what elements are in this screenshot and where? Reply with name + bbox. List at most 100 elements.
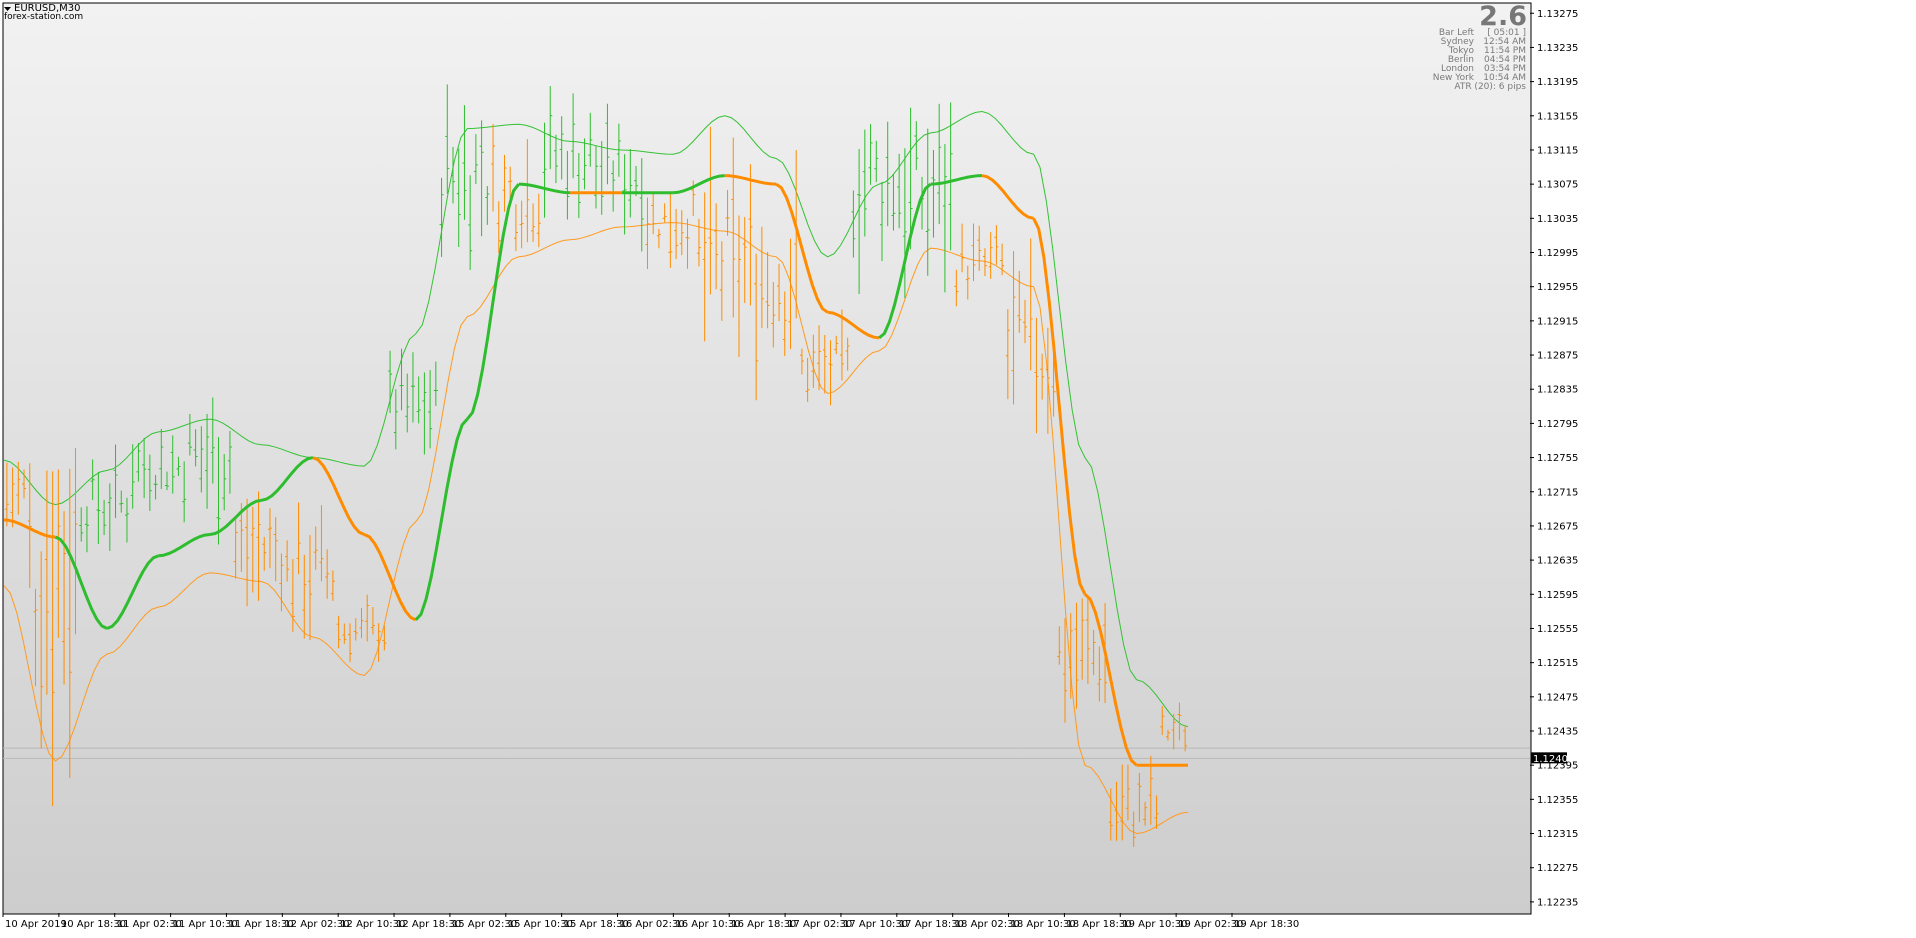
time-tick-label: 16 Apr 10:30 <box>675 919 740 930</box>
session-time-new-york: 10:54 AM <box>1483 73 1526 83</box>
price-tick-label: 1.12875 <box>1537 351 1578 362</box>
price-tick-label: 1.12395 <box>1537 761 1578 772</box>
price-tick-label: 1.12435 <box>1537 727 1578 738</box>
price-tick-label: 1.13235 <box>1537 43 1578 54</box>
bar-left-label: Bar Left <box>1439 28 1475 38</box>
price-tick-label: 1.12355 <box>1537 795 1578 806</box>
price-tick-label: 1.12755 <box>1537 453 1578 464</box>
session-time-sydney: 12:54 AM <box>1483 37 1526 47</box>
price-tick-label: 1.12555 <box>1537 624 1578 635</box>
price-tick-label: 1.13115 <box>1537 145 1578 156</box>
time-tick-label: 12 Apr 18:30 <box>396 919 461 930</box>
price-tick-label: 1.12635 <box>1537 556 1578 567</box>
stop-line-segment <box>1032 217 1087 595</box>
chart-background <box>2 2 1532 915</box>
current-price-marker: 1.12403 <box>1531 752 1574 765</box>
time-tick-label: 19 Apr 02:30 <box>1178 919 1243 930</box>
price-tick-label: 1.12475 <box>1537 692 1578 703</box>
stop-line-segment <box>414 418 469 621</box>
stop-line-segment <box>209 498 262 536</box>
time-tick-label: 19 Apr 10:30 <box>1122 919 1187 930</box>
bar-left-value: [ 05:01 ] <box>1487 28 1526 38</box>
price-tick-label: 1.12235 <box>1537 897 1578 908</box>
time-tick-label: 11 Apr 10:30 <box>173 919 238 930</box>
stop-line-segment <box>158 533 211 558</box>
info-panel: 2.6 Bar Left [ 05:01 ] Sydney 12:54 AM T… <box>1433 1 1527 92</box>
price-tick-label: 1.12315 <box>1537 829 1578 840</box>
time-tick-label: 11 Apr 02:30 <box>117 919 182 930</box>
stop-line-segment <box>261 456 314 502</box>
session-name-london: London <box>1441 64 1474 74</box>
price-tick-label: 1.13195 <box>1537 77 1578 88</box>
price-tick-label: 1.12595 <box>1537 590 1578 601</box>
session-time-london: 03:54 PM <box>1484 64 1526 74</box>
session-name-tokyo: Tokyo <box>1448 46 1475 56</box>
stop-line-segment <box>106 554 159 630</box>
current-price-label: 1.12403 <box>1533 754 1574 765</box>
time-tick-label: 11 Apr 18:30 <box>228 919 293 930</box>
symbol-label: EURUSD,M30 <box>14 3 80 14</box>
time-tick-label: 15 Apr 02:30 <box>452 919 517 930</box>
session-time-berlin: 04:54 PM <box>1484 55 1526 65</box>
stop-line-segment <box>312 456 365 536</box>
session-name-sydney: Sydney <box>1441 37 1475 47</box>
time-tick-label: 16 Apr 02:30 <box>620 919 685 930</box>
time-tick-label: 18 Apr 18:30 <box>1066 919 1131 930</box>
stop-line-segment <box>827 310 880 340</box>
session-name-berlin: Berlin <box>1448 55 1474 65</box>
price-bars <box>4 84 1188 847</box>
stop-line-segment <box>54 535 108 630</box>
time-tick-label: 16 Apr 18:30 <box>731 919 796 930</box>
price-tick-label: 1.12955 <box>1537 282 1578 293</box>
atr-label: ATR (20): 6 pips <box>1454 82 1526 92</box>
main-stop-line <box>3 174 1188 767</box>
time-tick-label: 18 Apr 10:30 <box>1011 919 1076 930</box>
price-tick-label: 1.12795 <box>1537 419 1578 430</box>
time-tick-label: 17 Apr 02:30 <box>787 919 852 930</box>
time-tick-label: 19 Apr 18:30 <box>1234 919 1299 930</box>
stop-line-segment <box>1083 593 1138 767</box>
stop-line-segment <box>3 518 56 539</box>
stop-line-segment <box>724 174 777 186</box>
stop-line-segment <box>930 174 983 186</box>
time-tick-label: 17 Apr 10:30 <box>843 919 908 930</box>
time-tick-label: 10 Apr 2019 <box>5 919 67 930</box>
price-tick-label: 1.13275 <box>1537 9 1578 20</box>
price-tick-label: 1.12275 <box>1537 863 1578 874</box>
price-axis[interactable]: 1.13275 1.13235 1.13195 1.13155 1.13115 1.130… <box>1530 9 1578 909</box>
stop-line-segment <box>466 183 520 421</box>
time-tick-label: 12 Apr 02:30 <box>284 919 349 930</box>
stop-line-segment <box>518 182 571 195</box>
stop-line-segment <box>878 182 932 340</box>
symbol-header[interactable]: EURUSD,M30 forex-station.com <box>4 3 83 22</box>
triangle-down-icon[interactable] <box>4 7 11 11</box>
price-tick-label: 1.12675 <box>1537 521 1578 532</box>
session-time-tokyo: 11:54 PM <box>1484 46 1526 56</box>
price-tick-label: 1.13075 <box>1537 180 1578 191</box>
stop-line-segment <box>981 174 1034 220</box>
spread-value: 2.6 <box>1479 1 1527 32</box>
current-price-box <box>1531 752 1567 764</box>
stop-line-segment <box>673 174 725 195</box>
session-name-new-york: New York <box>1433 73 1475 83</box>
price-tick-label: 1.12515 <box>1537 658 1578 669</box>
price-tick-label: 1.13155 <box>1537 111 1578 122</box>
price-tick-label: 1.13035 <box>1537 214 1578 225</box>
time-tick-label: 12 Apr 10:30 <box>340 919 405 930</box>
time-tick-label: 15 Apr 18:30 <box>564 919 629 930</box>
stop-line-segment <box>775 182 829 314</box>
price-tick-label: 1.12915 <box>1537 316 1578 327</box>
time-tick-label: 17 Apr 18:30 <box>899 919 964 930</box>
time-tick-label: 15 Apr 10:30 <box>508 919 573 930</box>
stop-line-segment <box>363 533 417 622</box>
price-tick-label: 1.12715 <box>1537 487 1578 498</box>
watermark-label: forex-station.com <box>4 12 83 22</box>
time-tick-label: 18 Apr 02:30 <box>955 919 1020 930</box>
time-tick-label: 10 Apr 18:30 <box>61 919 126 930</box>
level-lines <box>3 747 1530 759</box>
price-tick-label: 1.12835 <box>1537 385 1578 396</box>
price-tick-label: 1.12995 <box>1537 248 1578 259</box>
